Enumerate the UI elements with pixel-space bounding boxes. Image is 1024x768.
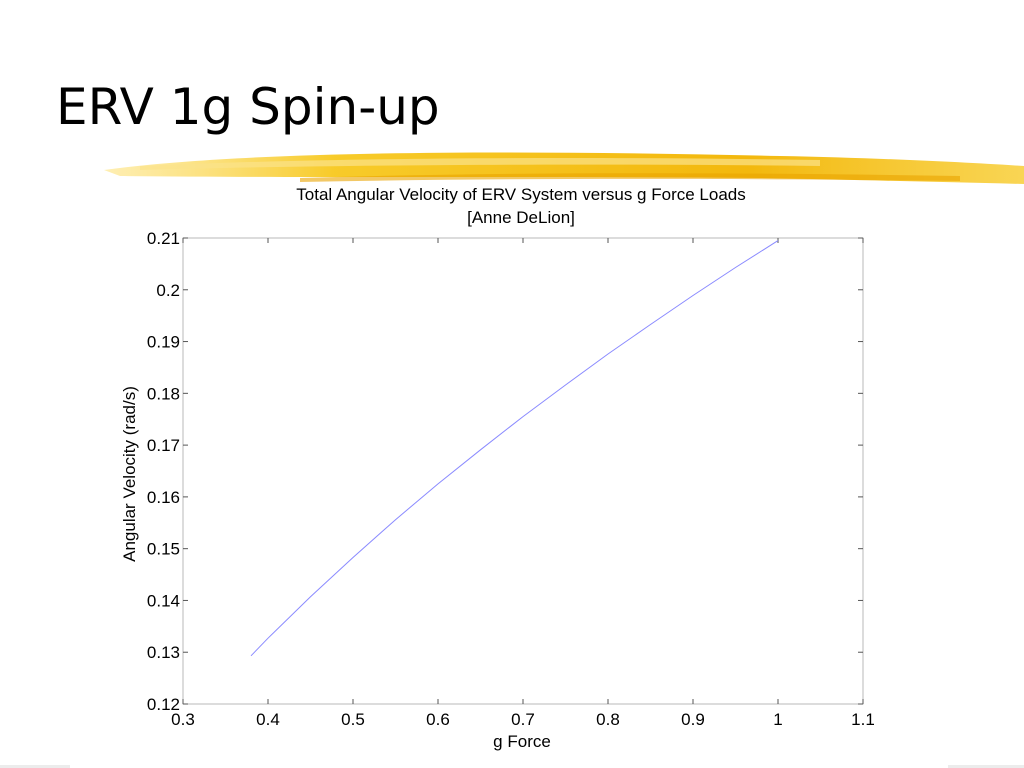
bottom-left-bar (0, 765, 70, 768)
x-tick-label: 0.8 (596, 710, 620, 729)
x-tick-label: 0.7 (511, 710, 535, 729)
x-tick-label: 0.6 (426, 710, 450, 729)
y-tick-label: 0.12 (147, 695, 180, 714)
y-tick-label: 0.18 (147, 384, 180, 403)
y-tick-labels: 0.12 0.13 0.14 0.15 0.16 0.17 0.18 0.19 0.2 0.21 (147, 229, 180, 714)
x-tick-label: 0.9 (681, 710, 705, 729)
x-tick-label: 1.1 (851, 710, 875, 729)
y-tick-label: 0.14 (147, 591, 180, 610)
axis-ticks (182, 237, 864, 705)
y-tick-label: 0.16 (147, 488, 180, 507)
y-tick-label: 0.2 (156, 281, 180, 300)
y-axis-label: Angular Velocity (rad/s) (120, 386, 139, 562)
bottom-right-bar (948, 765, 1024, 768)
y-tick-label: 0.13 (147, 643, 180, 662)
chart-subtitle: [Anne DeLion] (467, 208, 575, 227)
plot-frame (182, 237, 864, 705)
chart-title: Total Angular Velocity of ERV System ver… (296, 185, 745, 204)
x-tick-labels: 0.3 0.4 0.5 0.6 0.7 0.8 0.9 1 1.1 (171, 710, 875, 729)
y-tick-label: 0.19 (147, 333, 180, 352)
x-tick-label: 0.5 (341, 710, 365, 729)
x-tick-label: 1 (773, 710, 782, 729)
y-tick-label: 0.17 (147, 436, 180, 455)
slide-title: ERV 1g Spin-up (56, 78, 440, 136)
x-tick-label: 0.4 (256, 710, 280, 729)
x-tick-label: 0.3 (171, 710, 195, 729)
x-axis-label: g Force (493, 732, 551, 751)
series-line (250, 240, 779, 657)
y-tick-label: 0.15 (147, 540, 180, 559)
y-tick-label: 0.21 (147, 229, 180, 248)
